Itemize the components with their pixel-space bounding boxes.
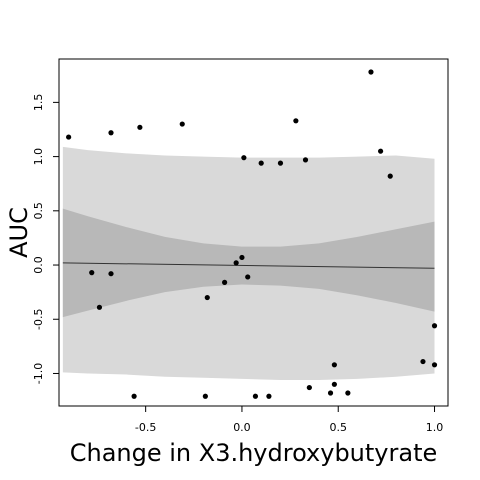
data-point (137, 124, 143, 130)
data-point (327, 390, 334, 396)
data-point (252, 393, 259, 399)
inner-confidence-band (62, 208, 435, 318)
x-tick-label: 1.0 (426, 421, 444, 434)
data-point (239, 254, 245, 261)
x-tick-label: -0.5 (135, 421, 156, 434)
data-point (387, 173, 393, 179)
data-point (368, 69, 374, 75)
data-point (306, 384, 312, 391)
plot-frame (58, 58, 449, 407)
data-point (233, 260, 239, 266)
data-point (420, 358, 426, 365)
data-point (277, 160, 284, 166)
data-point (108, 130, 114, 136)
data-point (96, 304, 103, 310)
data-point (258, 160, 264, 166)
data-point (179, 121, 185, 127)
y-tick-label: 1.0 (32, 148, 45, 166)
regression-line-group (62, 262, 435, 269)
x-tick-label: 0.5 (329, 421, 347, 434)
data-point (345, 390, 351, 396)
data-point (431, 323, 438, 329)
data-point (89, 270, 95, 276)
data-point (66, 134, 72, 140)
x-axis-title: Change in X3.hydroxybutyrate (70, 439, 438, 467)
x-axis: -0.5 0.0 0.5 1.0 (135, 406, 443, 434)
data-point (431, 362, 438, 368)
data-point (245, 274, 251, 280)
confidence-bands (62, 146, 435, 380)
data-point (378, 148, 384, 154)
y-tick-label: -0.5 (32, 309, 45, 330)
regression-line (62, 262, 435, 269)
y-tick-label: 1.5 (32, 94, 45, 112)
data-point (331, 381, 337, 387)
data-point (241, 155, 247, 161)
y-tick-label: -1.0 (32, 363, 45, 384)
data-points (66, 69, 438, 399)
y-tick-label: 0.5 (32, 202, 45, 220)
data-point (222, 279, 228, 285)
data-point (331, 362, 337, 368)
data-point (302, 157, 309, 163)
data-point (204, 294, 210, 301)
data-point (266, 393, 272, 399)
x-tick-label: 0.0 (233, 421, 251, 434)
data-point (293, 118, 299, 124)
y-tick-label: 0.0 (32, 256, 45, 274)
y-axis-title: AUC (5, 207, 33, 258)
y-axis: -1.0 -0.5 0.0 0.5 1.0 1.5 (32, 94, 59, 384)
data-point (108, 271, 114, 277)
data-point (202, 393, 208, 399)
data-point (131, 393, 137, 399)
